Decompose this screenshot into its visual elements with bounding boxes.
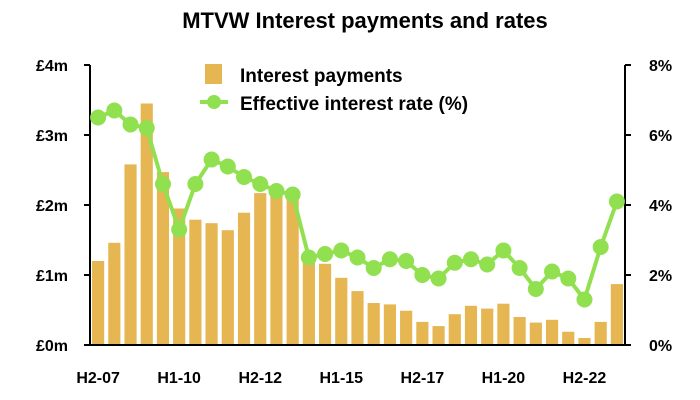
right-tick-label: 0% <box>649 338 672 355</box>
rate-line-group <box>90 102 625 308</box>
bar-h1-09 <box>140 103 153 345</box>
bar-h2-21 <box>545 319 559 345</box>
rate-point-h1-13 <box>268 183 285 199</box>
rate-point-h1-09 <box>138 120 155 136</box>
x-tick-label: H1-15 <box>319 370 363 387</box>
rate-point-h1-14 <box>300 249 317 266</box>
rate-point-h1-10 <box>171 221 188 238</box>
bar-h2-09 <box>156 172 170 345</box>
left-tick-label: £4m <box>36 58 68 75</box>
rate-point-h2-08 <box>122 116 139 133</box>
rate-point-h2-21 <box>544 263 561 280</box>
legend-swatch-effective-rate-marker <box>207 95 221 109</box>
rate-point-h1-15 <box>333 242 350 259</box>
bar-h2-20 <box>513 317 526 345</box>
x-tick-label: H1-10 <box>157 370 201 387</box>
bar-h2-08 <box>124 164 137 345</box>
bar-h1-11 <box>205 223 218 345</box>
bar-h2-18 <box>448 314 461 345</box>
chart-title: MTVW Interest payments and rates <box>182 8 548 33</box>
rate-point-h2-15 <box>349 249 366 266</box>
bar-h1-17 <box>400 310 413 345</box>
rate-point-h2-17 <box>414 267 431 283</box>
bar-h1-21 <box>529 322 542 345</box>
right-tick-label: 8% <box>649 58 672 75</box>
bar-h1-13 <box>270 191 283 345</box>
bar-h1-08 <box>108 242 121 345</box>
rate-point-h1-21 <box>527 281 544 297</box>
right-tick-label: 4% <box>649 198 672 215</box>
bar-h2-12 <box>254 193 267 345</box>
left-tick-label: £0m <box>36 338 68 355</box>
rate-point-h2-20 <box>511 260 528 276</box>
rate-point-h2-16 <box>381 251 398 268</box>
rate-point-h1-19 <box>462 251 479 268</box>
x-tick-label: H2-12 <box>238 370 282 387</box>
bar-h2-13 <box>286 195 299 345</box>
rate-point-h1-22 <box>560 270 577 287</box>
rate-point-h1-18 <box>430 270 447 287</box>
rate-point-h2-22 <box>576 291 593 308</box>
bar-h1-12 <box>237 212 251 345</box>
rate-point-h1-20 <box>495 242 512 259</box>
bar-h1-23 <box>594 321 607 345</box>
x-tick-label: H2-17 <box>401 370 445 387</box>
bar-h1-16 <box>367 303 380 345</box>
x-tick-label: H1-20 <box>482 370 526 387</box>
bar-h1-19 <box>464 305 478 345</box>
bar-h1-20 <box>497 303 510 345</box>
bar-h2-23 <box>610 284 623 345</box>
bar-h2-19 <box>481 308 494 345</box>
bar-h2-22 <box>578 338 591 345</box>
bar-h2-10 <box>189 219 202 345</box>
x-tick-label: H2-07 <box>76 370 120 387</box>
bar-h2-16 <box>383 304 396 345</box>
left-tick-label: £3m <box>36 128 68 145</box>
bar-h1-18 <box>432 326 445 345</box>
bar-h2-14 <box>319 263 332 345</box>
rate-point-h1-11 <box>203 151 220 168</box>
rate-point-h2-07 <box>90 109 107 126</box>
rate-point-h2-09 <box>154 176 171 192</box>
bar-h1-15 <box>335 277 348 345</box>
rate-point-h2-14 <box>317 246 334 262</box>
rate-point-h2-23 <box>608 193 625 210</box>
legend-label-interest-payments: Interest payments <box>240 66 403 87</box>
rate-point-h2-13 <box>284 186 301 203</box>
axes <box>84 64 631 346</box>
rate-point-h2-10 <box>187 176 204 192</box>
rate-point-h1-23 <box>592 239 609 255</box>
left-tick-label: £1m <box>36 268 68 285</box>
interest-payment-bars <box>92 103 623 345</box>
rate-point-h1-08 <box>106 102 123 119</box>
left-tick-label: £2m <box>36 198 68 215</box>
bar-h2-17 <box>416 321 429 345</box>
rate-point-h1-16 <box>365 260 382 276</box>
bar-h1-22 <box>562 331 575 345</box>
bar-h2-11 <box>221 230 234 345</box>
legend-label-effective-rate: Effective interest rate (%) <box>240 94 468 115</box>
rate-point-h2-11 <box>219 158 236 175</box>
bar-h1-10 <box>173 208 186 345</box>
bar-h2-07 <box>92 261 105 345</box>
rate-point-h2-12 <box>252 176 269 192</box>
rate-point-h1-12 <box>236 169 253 185</box>
right-tick-label: 2% <box>649 268 672 285</box>
x-tick-label: H2-22 <box>563 370 607 387</box>
rate-point-h2-18 <box>446 254 463 271</box>
bar-h2-15 <box>351 291 364 345</box>
bar-h1-14 <box>302 252 315 345</box>
rate-point-h1-17 <box>398 253 415 269</box>
legend: Interest payments Effective interest rat… <box>200 64 468 115</box>
rate-point-h2-19 <box>479 256 496 273</box>
right-tick-label: 6% <box>649 128 672 145</box>
tick-labels: £0m £1m £2m £3m £4m 0% 2% 4% 6% 8% H2-07 H1-10 H2-12… <box>36 58 672 387</box>
legend-swatch-interest-payments <box>205 64 222 84</box>
